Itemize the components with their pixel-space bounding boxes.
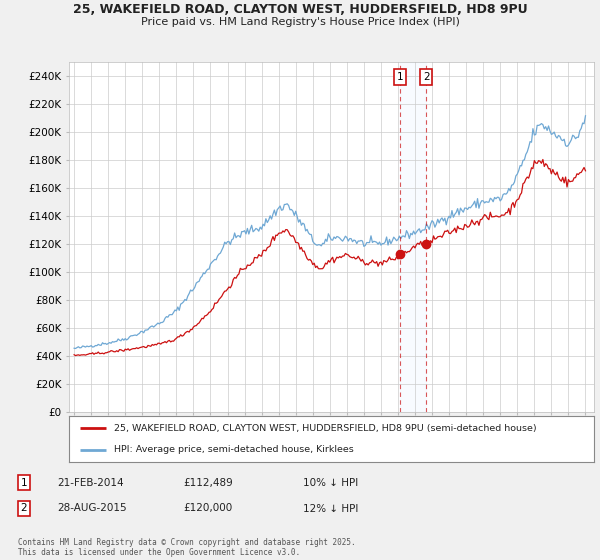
Bar [400, 62, 426, 412]
Text: 10% ↓ HPI: 10% ↓ HPI [303, 478, 358, 488]
Text: 21-FEB-2014: 21-FEB-2014 [57, 478, 124, 488]
Text: Contains HM Land Registry data © Crown copyright and database right 2025.
This d: Contains HM Land Registry data © Crown c… [18, 538, 356, 557]
Text: 28-AUG-2015: 28-AUG-2015 [57, 503, 127, 514]
Text: HPI: Average price, semi-detached house, Kirklees: HPI: Average price, semi-detached house,… [113, 445, 353, 454]
Text: 25, WAKEFIELD ROAD, CLAYTON WEST, HUDDERSFIELD, HD8 9PU (semi-detached house): 25, WAKEFIELD ROAD, CLAYTON WEST, HUDDER… [113, 424, 536, 433]
Text: 2: 2 [423, 72, 430, 82]
Text: 2: 2 [20, 503, 28, 514]
Text: 1: 1 [20, 478, 28, 488]
Text: £120,000: £120,000 [183, 503, 232, 514]
Text: Price paid vs. HM Land Registry's House Price Index (HPI): Price paid vs. HM Land Registry's House … [140, 17, 460, 27]
Text: 12% ↓ HPI: 12% ↓ HPI [303, 503, 358, 514]
Text: 25, WAKEFIELD ROAD, CLAYTON WEST, HUDDERSFIELD, HD8 9PU: 25, WAKEFIELD ROAD, CLAYTON WEST, HUDDER… [73, 3, 527, 16]
Text: £112,489: £112,489 [183, 478, 233, 488]
Text: 1: 1 [397, 72, 404, 82]
